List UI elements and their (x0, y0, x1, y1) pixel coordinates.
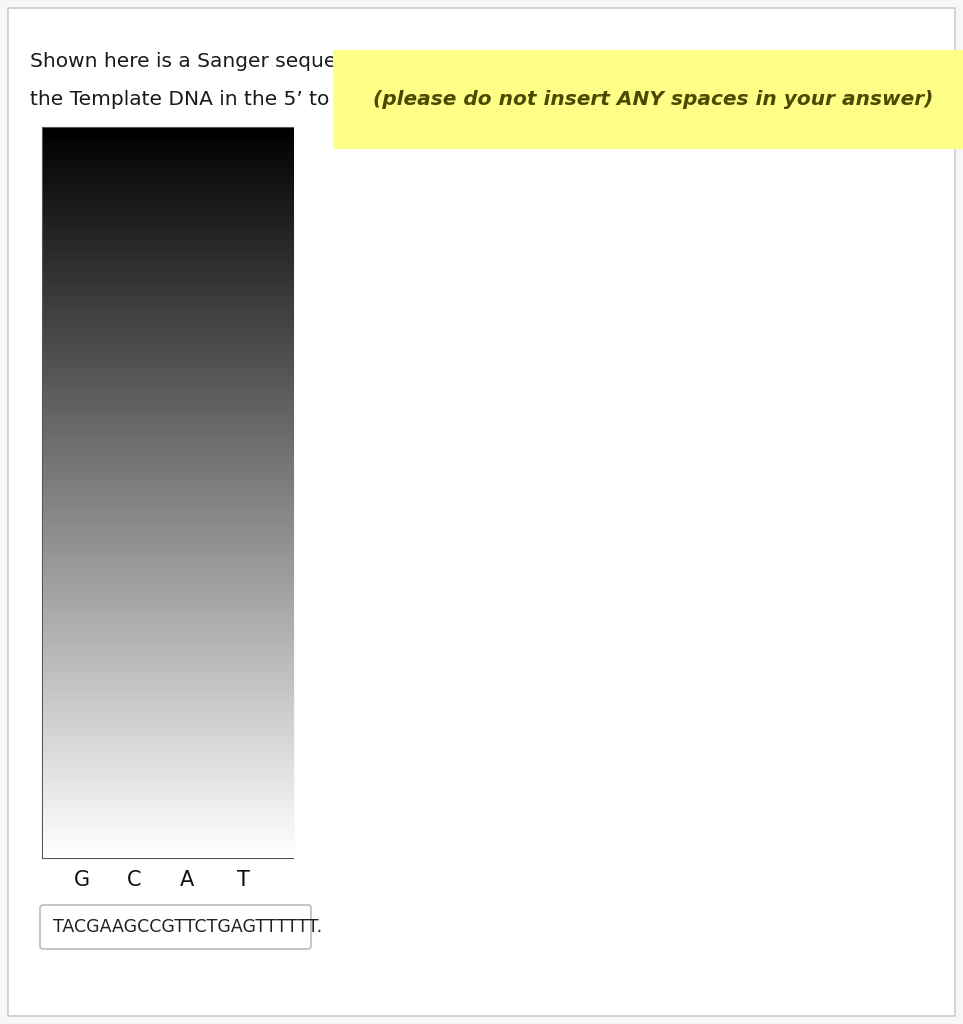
Text: (please do not insert ANY spaces in your answer): (please do not insert ANY spaces in your… (373, 90, 933, 109)
FancyBboxPatch shape (40, 905, 311, 949)
Text: C: C (127, 870, 142, 890)
Bar (43, 128, 293, 858)
Text: G: G (74, 870, 90, 890)
Text: Shown here is a Sanger sequencing gel result for a fragment of DNA. Write down t: Shown here is a Sanger sequencing gel re… (30, 52, 963, 71)
Text: TACGAAGCCGTTCTGAGTTTTTT.: TACGAAGCCGTTCTGAGTTTTTT. (53, 918, 323, 936)
Text: the Template DNA in the 5’ to 3’ orientation.: the Template DNA in the 5’ to 3’ orienta… (30, 90, 484, 109)
Text: A: A (180, 870, 194, 890)
Text: T: T (237, 870, 249, 890)
FancyBboxPatch shape (8, 8, 955, 1016)
